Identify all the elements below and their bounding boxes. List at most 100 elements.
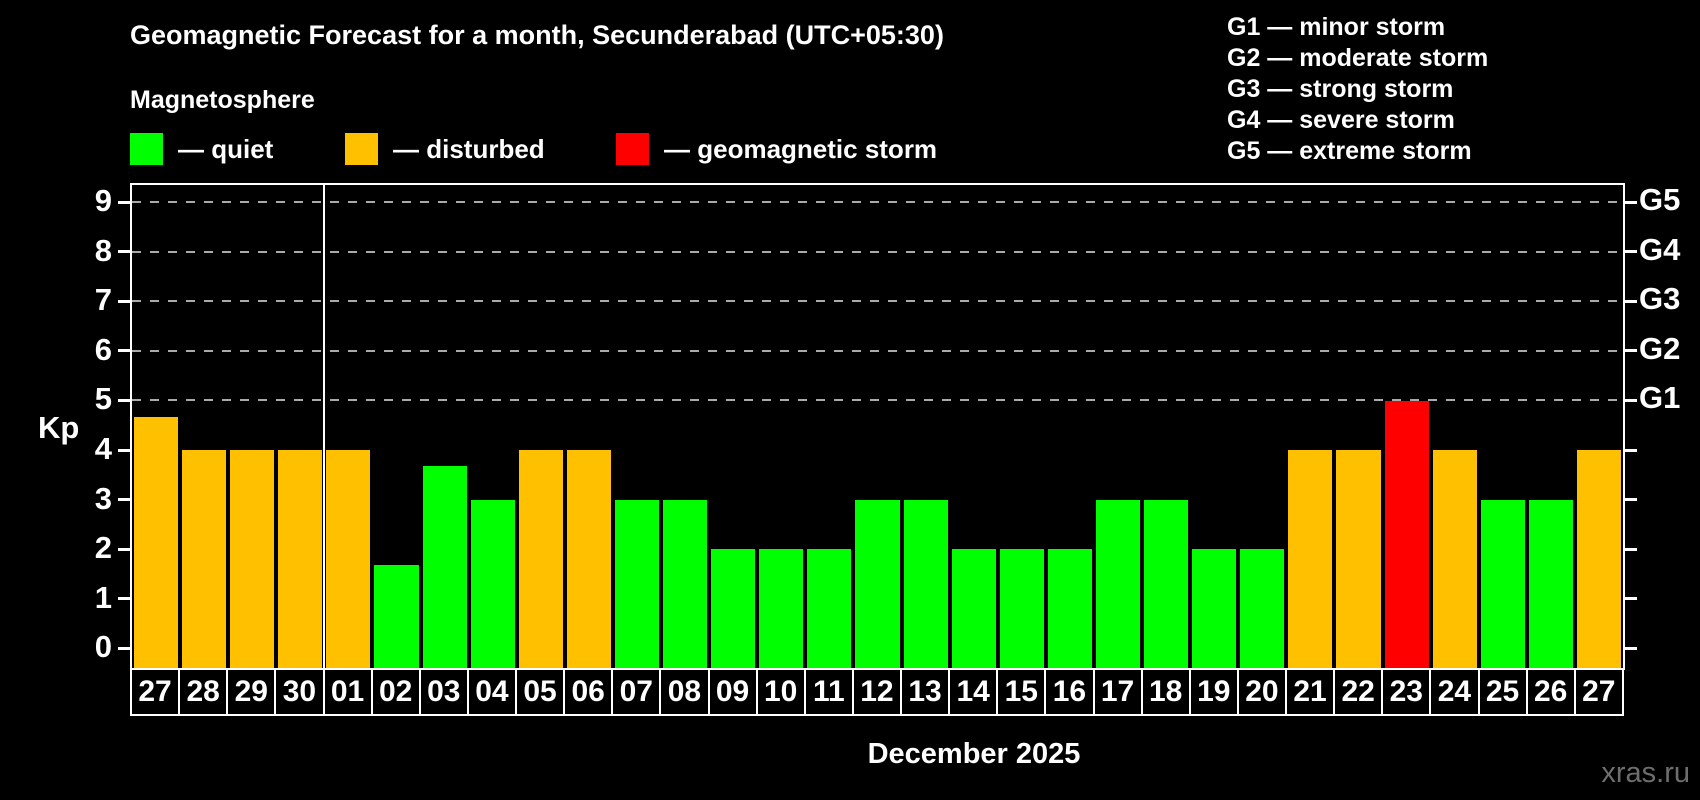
kp-bar (759, 549, 804, 668)
y-axis-tick (118, 597, 130, 601)
storm-scale-legend-line: G5 — extreme storm (1227, 137, 1472, 165)
legend-label-storm: — geomagnetic storm (664, 133, 938, 164)
kp-bar (422, 466, 467, 668)
y-axis-tick (118, 448, 130, 452)
watermark: xras.ru (1601, 757, 1690, 789)
kp-tick-label: 1 (94, 579, 112, 615)
storm-scale-legend-line: G3 — strong storm (1227, 75, 1454, 103)
x-axis-day-label: 27 (1573, 668, 1624, 716)
x-axis-day-label: 01 (322, 668, 373, 716)
kp-tick-label: 2 (94, 530, 112, 566)
y-axis-tick (118, 299, 130, 303)
legend-label-disturbed: — disturbed (393, 133, 545, 164)
x-axis-day-label: 18 (1140, 668, 1191, 716)
x-axis-day-label: 22 (1333, 668, 1384, 716)
kp-bar (903, 499, 948, 668)
kp-bar (807, 549, 852, 668)
x-axis-day-label: 29 (226, 668, 277, 716)
y-axis-tick (1625, 299, 1637, 303)
x-axis-day-label: 02 (370, 668, 421, 716)
legend-item-storm: — geomagnetic storm (616, 133, 937, 165)
kp-bar (1144, 499, 1189, 668)
kp-bar (1528, 499, 1573, 668)
storm-scale-legend-line: G1 — minor storm (1227, 13, 1446, 41)
g-scale-label: G4 (1639, 231, 1681, 267)
kp-gridline (132, 300, 1623, 303)
x-axis-day-label: 05 (515, 668, 566, 716)
kp-bar (134, 416, 179, 668)
x-axis-day-label: 15 (996, 668, 1047, 716)
legend-item-disturbed: — disturbed (345, 133, 545, 165)
kp-bar (1192, 549, 1237, 668)
storm-scale-legend-line: G2 — moderate storm (1227, 44, 1489, 72)
x-axis-day-label: 26 (1525, 668, 1576, 716)
kp-gridline (132, 250, 1623, 253)
g-scale-label: G3 (1639, 281, 1681, 317)
kp-bar (1336, 450, 1381, 668)
x-axis-day-label: 28 (178, 668, 229, 716)
kp-bar (1432, 450, 1477, 668)
y-axis-tick (118, 498, 130, 502)
kp-tick-label: 0 (94, 629, 112, 665)
x-axis-day-label: 12 (851, 668, 902, 716)
x-axis-day-label: 07 (611, 668, 662, 716)
y-axis-tick (118, 547, 130, 551)
y-axis-tick (118, 200, 130, 204)
kp-tick-label: 9 (94, 183, 112, 219)
storm-scale-legend-line: G4 — severe storm (1227, 106, 1455, 134)
kp-bar (1384, 400, 1429, 668)
kp-tick-label: 5 (94, 381, 112, 417)
x-axis-day-label: 06 (563, 668, 614, 716)
x-axis-day-label: 25 (1477, 668, 1528, 716)
x-axis-day-label: 30 (274, 668, 325, 716)
kp-tick-label: 6 (94, 331, 112, 367)
x-axis-day-label: 14 (948, 668, 999, 716)
kp-bar (230, 450, 275, 668)
quiet-color-swatch-icon (130, 133, 163, 165)
kp-tick-label: 7 (94, 282, 112, 318)
kp-bar (470, 499, 515, 668)
x-axis-day-label: 24 (1429, 668, 1480, 716)
legend-label-quiet: — quiet (178, 133, 274, 164)
g-scale-label: G1 (1639, 380, 1681, 416)
x-axis-day-label: 17 (1092, 668, 1143, 716)
kp-gridline (132, 399, 1623, 402)
y-axis-title: Kp (38, 410, 80, 445)
subtitle-magnetosphere: Magnetosphere (130, 86, 315, 114)
kp-bar (1047, 549, 1092, 668)
kp-gridline (132, 201, 1623, 204)
kp-bar (182, 450, 227, 668)
kp-tick-label: 4 (94, 431, 112, 467)
y-axis-tick (1625, 398, 1637, 402)
y-axis-tick (118, 398, 130, 402)
x-axis-day-label: 23 (1381, 668, 1432, 716)
kp-bar (614, 499, 660, 668)
x-axis-day-labels-row: 27 28 29 30 01 02 03 04 05 06 07 08 09 10 11 12 13 14 15 16… (130, 668, 1624, 716)
y-axis-tick (1625, 597, 1637, 601)
y-axis-tick (1625, 200, 1637, 204)
g-scale-label: G5 (1639, 182, 1681, 218)
x-axis-day-label: 27 (130, 668, 181, 716)
kp-bar (663, 499, 708, 668)
y-axis-tick (1625, 646, 1637, 650)
storm-color-swatch-icon (616, 133, 649, 165)
x-axis-day-label: 16 (1044, 668, 1095, 716)
kp-bar (1576, 450, 1621, 668)
x-axis-day-label: 11 (803, 668, 854, 716)
y-axis-tick (118, 349, 130, 353)
page-title: Geomagnetic Forecast for a month, Secund… (130, 20, 944, 50)
x-axis-day-label: 21 (1285, 668, 1336, 716)
y-axis-tick (1625, 547, 1637, 551)
legend-item-quiet: — quiet (130, 133, 273, 165)
kp-tick-label: 3 (94, 480, 112, 516)
kp-bar (566, 450, 611, 668)
kp-bar (855, 499, 900, 668)
y-axis-tick (1625, 498, 1637, 502)
kp-bar (326, 450, 371, 668)
x-axis-day-label: 04 (466, 668, 517, 716)
month-boundary-line (323, 185, 326, 668)
kp-bar (1095, 499, 1141, 668)
g-scale-label: G2 (1639, 330, 1681, 366)
kp-bar (374, 565, 419, 668)
x-axis-day-label: 08 (659, 668, 710, 716)
